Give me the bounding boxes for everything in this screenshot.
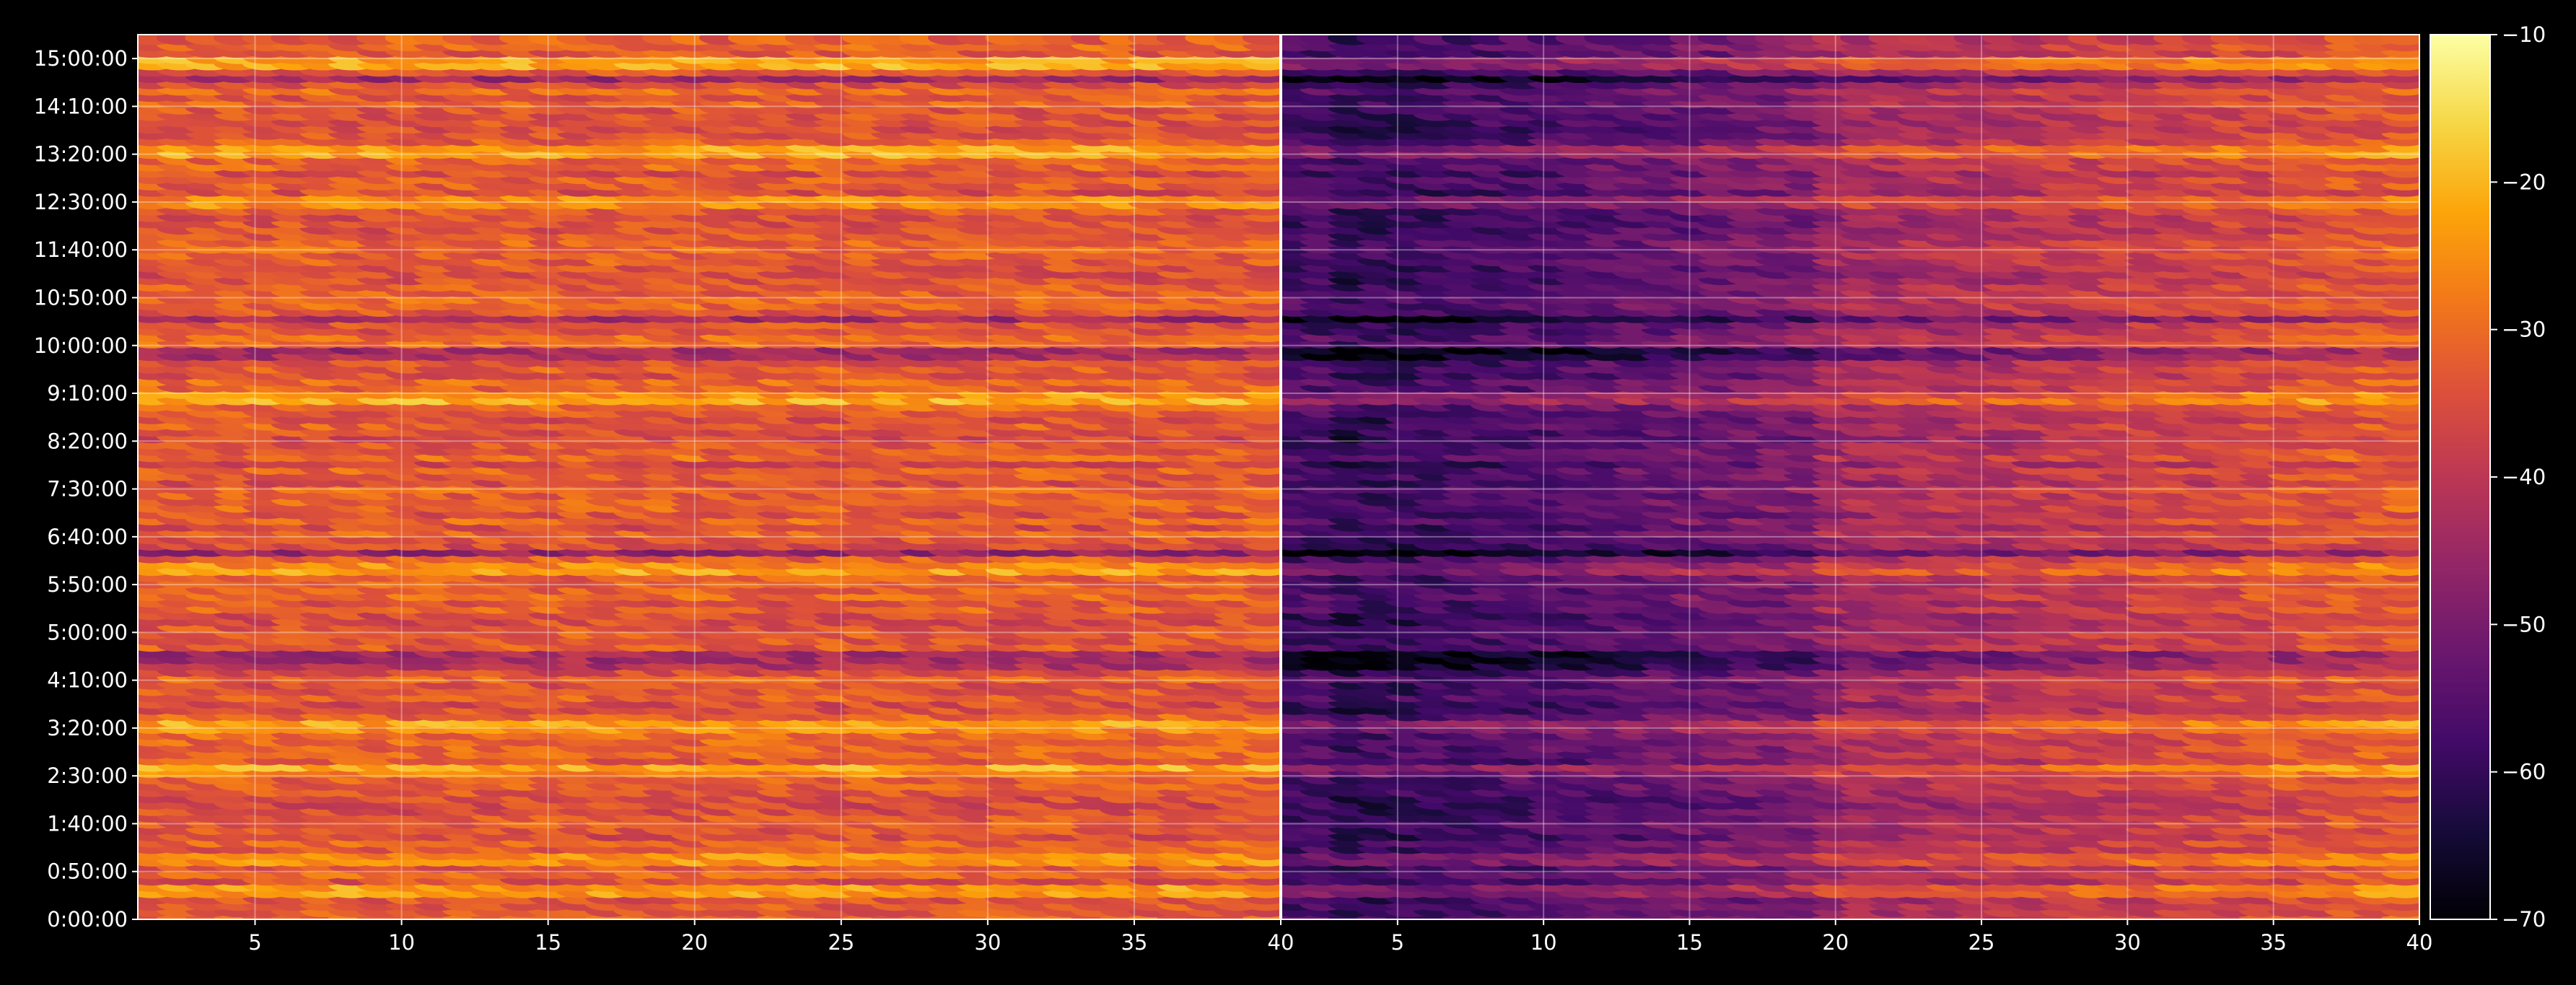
heatmap-panel-left [138, 35, 1281, 919]
